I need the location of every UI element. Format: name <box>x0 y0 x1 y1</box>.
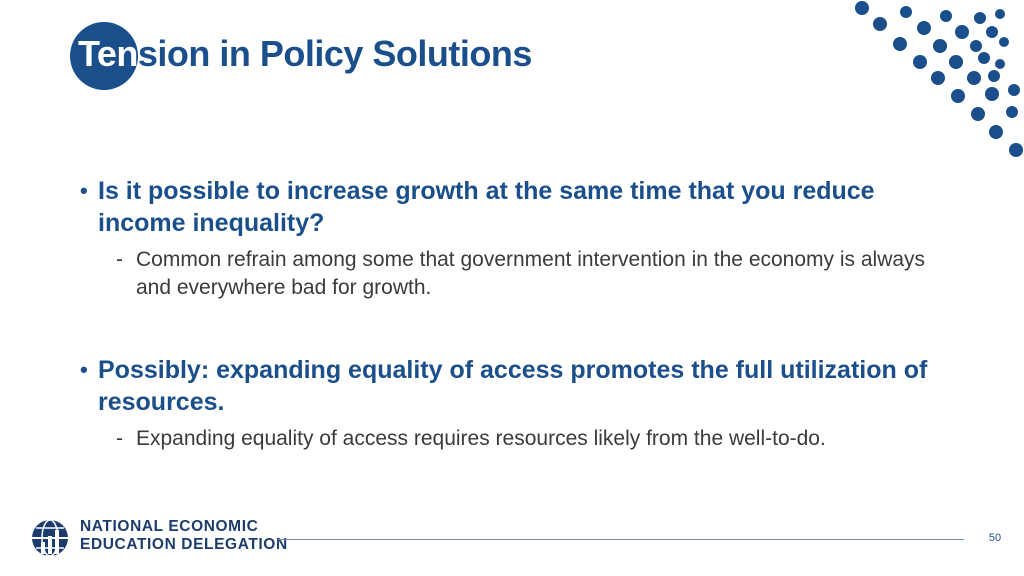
page-number: 50 <box>988 532 1002 544</box>
page-title-part2: sion in Policy Solutions <box>137 33 533 74</box>
bullet-2-sub: - Expanding equality of access requires … <box>116 425 936 453</box>
sub-bullet-marker: - <box>116 427 123 450</box>
title-accent-circle <box>70 22 138 90</box>
bullet-1-sub: - Common refrain among some that governm… <box>116 246 936 302</box>
globe-icon <box>32 519 68 557</box>
need-logo: NATIONAL ECONOMIC EDUCATION DELEGATION <box>30 516 287 564</box>
footer-divider <box>278 539 964 540</box>
org-name-line1: NATIONAL ECONOMIC <box>80 518 259 535</box>
bullet-1-text: Is it possible to increase growth at the… <box>98 177 875 237</box>
page-title-part1: Ten <box>78 33 138 74</box>
bullet-2: • Possibly: expanding equality of access… <box>80 354 940 418</box>
org-name-line2: EDUCATION DELEGATION <box>80 536 288 553</box>
bullet-1: • Is it possible to increase growth at t… <box>80 175 940 239</box>
page-title: Tension in Policy Solutions <box>78 32 532 76</box>
bullet-2-sub-text: Expanding equality of access requires re… <box>136 427 826 450</box>
bullet-2-text: Possibly: expanding equality of access p… <box>98 356 928 416</box>
sub-bullet-marker: - <box>116 248 123 271</box>
bullet-1-sub-text: Common refrain among some that governmen… <box>136 248 926 299</box>
bullet-marker: • <box>80 178 88 203</box>
bullet-marker: • <box>80 357 88 382</box>
decorative-dot-pattern <box>855 1 1023 157</box>
org-name: NATIONAL ECONOMIC EDUCATION DELEGATION <box>80 518 288 554</box>
